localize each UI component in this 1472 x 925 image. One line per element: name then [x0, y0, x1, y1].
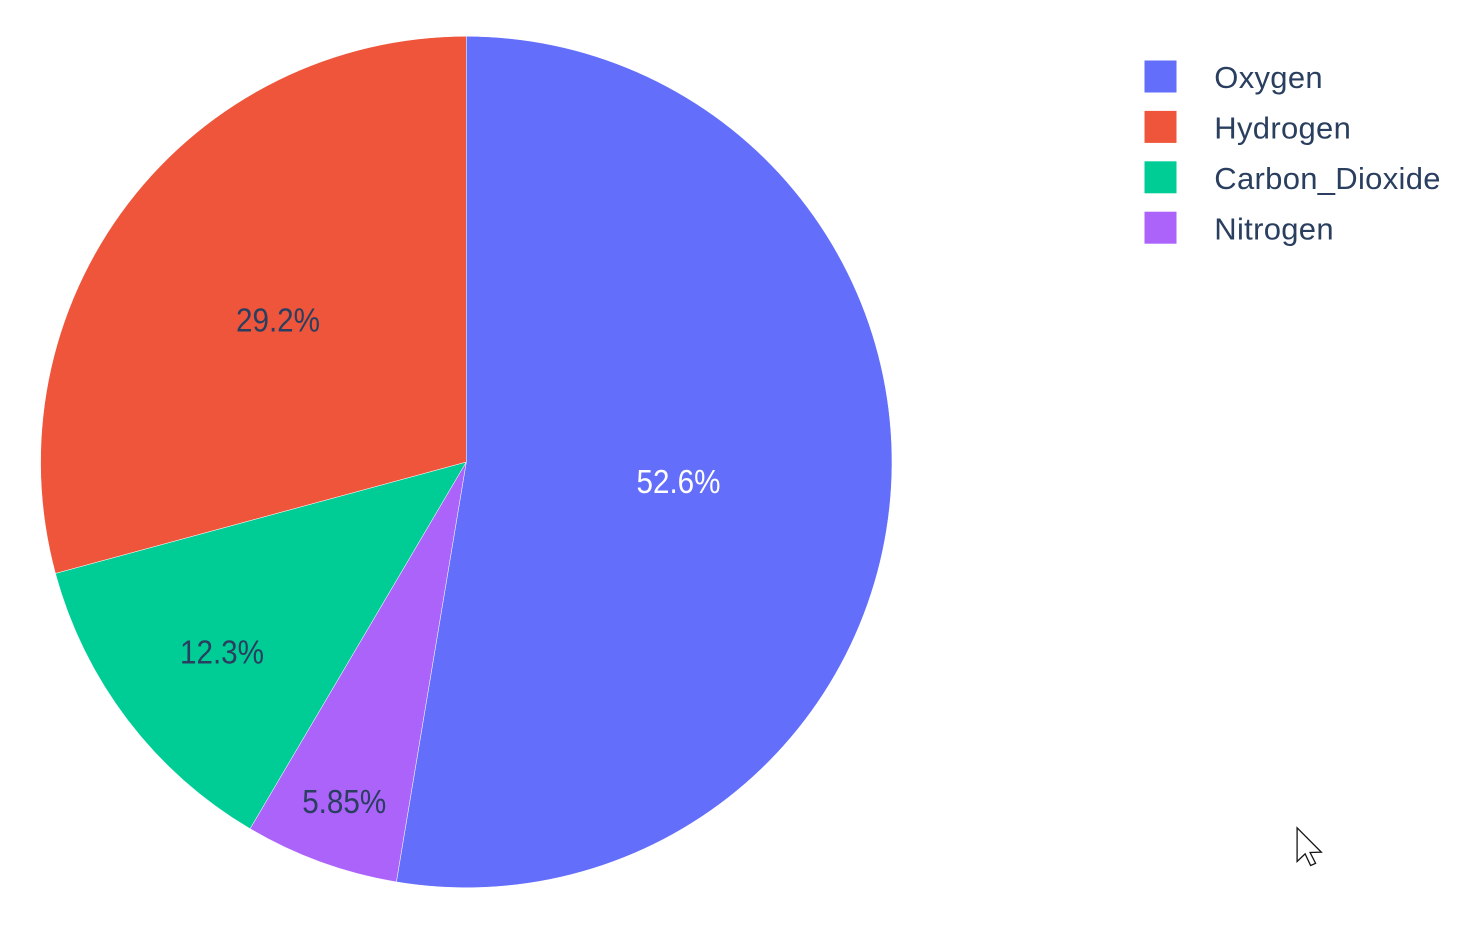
svg-text:5.85%: 5.85% — [302, 784, 386, 821]
svg-text:29.2%: 29.2% — [236, 303, 320, 340]
svg-text:52.6%: 52.6% — [637, 464, 721, 501]
svg-text:12.3%: 12.3% — [180, 634, 264, 671]
svg-text:Hydrogen: Hydrogen — [1214, 111, 1351, 146]
svg-text:Oxygen: Oxygen — [1214, 60, 1323, 95]
svg-text:Nitrogen: Nitrogen — [1214, 211, 1334, 246]
svg-text:Carbon_Dioxide: Carbon_Dioxide — [1214, 161, 1441, 196]
